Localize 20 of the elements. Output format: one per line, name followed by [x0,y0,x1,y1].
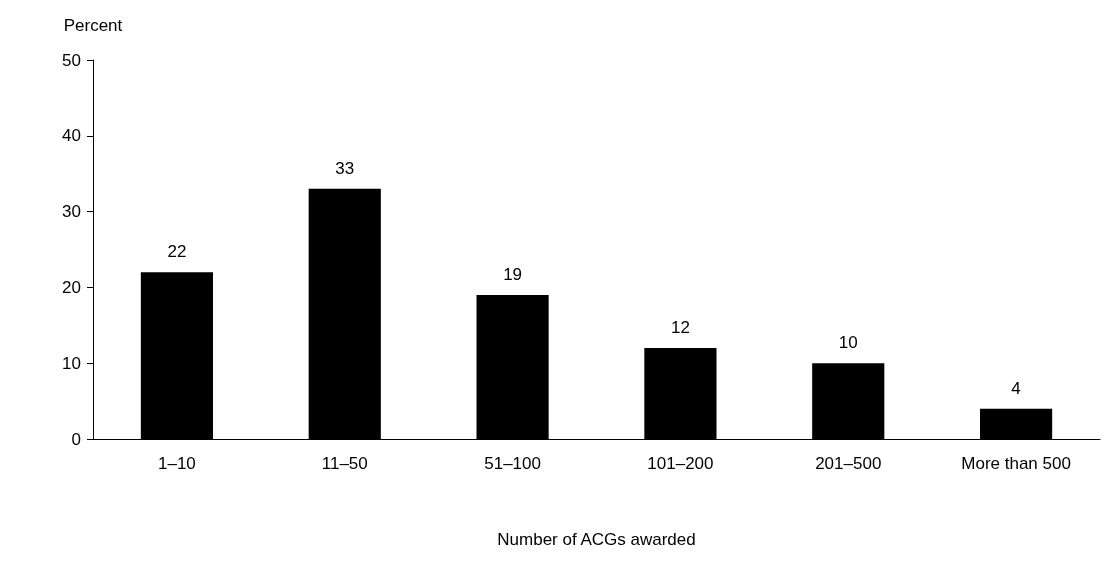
y-axis-title: Percent [63,16,123,35]
data-label: 4 [1011,378,1021,398]
x-tick-label: 51–100 [484,454,541,473]
y-tick-label: 40 [62,126,81,146]
x-tick-label: More than 500 [961,454,1071,473]
data-label: 10 [838,333,858,353]
data-label: 22 [167,242,187,262]
y-tick-label: 30 [62,202,81,222]
x-tick-label: 11–50 [321,454,368,473]
x-tick-label: 101–200 [647,454,714,473]
y-tick-label: 10 [62,353,81,373]
data-label: 12 [670,318,690,338]
data-label: 19 [503,264,523,284]
x-tick-label: 201–500 [815,454,882,473]
y-tick-label: 20 [62,277,81,297]
x-axis-title: Number of ACGs awarded [497,530,696,549]
data-label: 33 [335,158,355,178]
y-tick-label: 0 [71,429,81,449]
x-tick-label: 1–10 [158,454,196,473]
y-tick-label: 50 [62,50,81,70]
